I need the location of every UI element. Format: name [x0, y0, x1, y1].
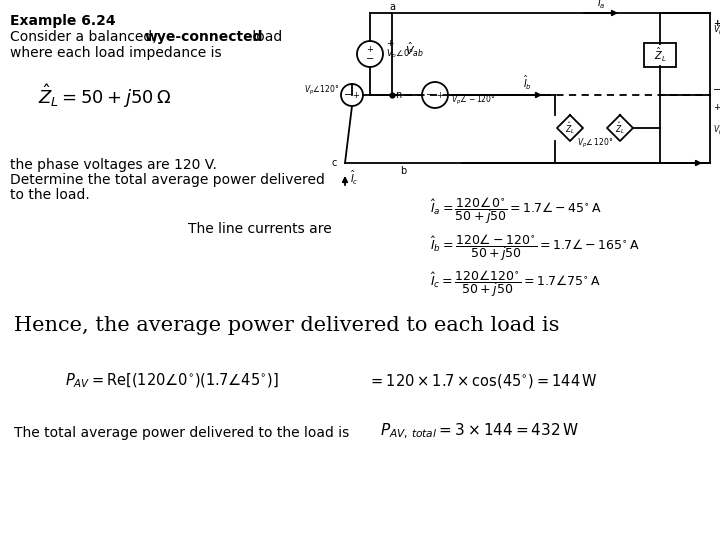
- Text: $\hat{V}_{ab}$: $\hat{V}_{ab}$: [405, 41, 425, 59]
- Text: $\hat{I}_{c} = \dfrac{120\angle 120^{\circ}}{50 + j50} = 1.7\angle 75^{\circ}\,\: $\hat{I}_{c} = \dfrac{120\angle 120^{\ci…: [430, 268, 600, 299]
- Text: $\hat{Z}_L$: $\hat{Z}_L$: [615, 120, 625, 136]
- Text: The line currents are: The line currents are: [188, 222, 332, 236]
- Text: $V_p\angle 120°$: $V_p\angle 120°$: [304, 84, 339, 97]
- Text: where each load impedance is: where each load impedance is: [10, 46, 222, 60]
- Text: +: +: [713, 18, 720, 28]
- Text: +: +: [436, 91, 444, 99]
- Text: +: +: [713, 18, 720, 28]
- Text: n: n: [395, 90, 401, 100]
- Text: $\hat{I}_b$: $\hat{I}_b$: [523, 74, 531, 92]
- Text: −: −: [713, 85, 720, 95]
- Text: $\hat{Z}_{L} = 50 + j50\,\Omega$: $\hat{Z}_{L} = 50 + j50\,\Omega$: [38, 82, 171, 110]
- Text: $\hat{I}_{a} = \dfrac{120\angle 0^{\circ}}{50 + j50} = 1.7\angle -45^{\circ}\,\m: $\hat{I}_{a} = \dfrac{120\angle 0^{\circ…: [430, 195, 602, 226]
- Text: $V_p\angle 0°$: $V_p\angle 0°$: [713, 23, 720, 37]
- Text: wye-connected: wye-connected: [145, 30, 264, 44]
- Text: c: c: [332, 158, 337, 168]
- Text: −: −: [366, 54, 374, 64]
- Text: Hence, the average power delivered to each load is: Hence, the average power delivered to ea…: [14, 316, 559, 335]
- Text: $V_p\angle 120°$: $V_p\angle 120°$: [713, 124, 720, 137]
- Text: $\hat{I}_{b} = \dfrac{120\angle -120^{\circ}}{50 + j50} = 1.7\angle -165^{\circ}: $\hat{I}_{b} = \dfrac{120\angle -120^{\c…: [430, 232, 640, 263]
- Text: Determine the total average power delivered: Determine the total average power delive…: [10, 173, 325, 187]
- Text: Example 6.24: Example 6.24: [10, 14, 116, 28]
- Text: +: +: [353, 91, 359, 99]
- Text: −: −: [426, 90, 434, 100]
- Text: The total average power delivered to the load is: The total average power delivered to the…: [14, 426, 349, 440]
- Text: $P_{AV} = \mathrm{Re}[(120\angle 0^{\circ})(1.7\angle 45^{\circ})]$: $P_{AV} = \mathrm{Re}[(120\angle 0^{\cir…: [65, 372, 279, 390]
- Text: a: a: [389, 2, 395, 12]
- Text: −: −: [344, 90, 352, 100]
- Text: the phase voltages are 120 V.: the phase voltages are 120 V.: [10, 158, 217, 172]
- Text: +: +: [386, 39, 394, 49]
- Text: b: b: [400, 166, 407, 176]
- Text: $V_p\angle\,120°$: $V_p\angle\,120°$: [577, 137, 613, 150]
- Text: load: load: [248, 30, 282, 44]
- FancyBboxPatch shape: [644, 43, 676, 67]
- Text: $V_p\angle -120°$: $V_p\angle -120°$: [451, 93, 496, 106]
- Text: +: +: [366, 44, 374, 53]
- Text: $P_{AV,\,total} = 3\times 144 = 432\,\mathrm{W}$: $P_{AV,\,total} = 3\times 144 = 432\,\ma…: [380, 422, 579, 441]
- Text: +: +: [713, 103, 720, 111]
- Text: $\hat{Z}_L$: $\hat{Z}_L$: [654, 46, 666, 64]
- Text: $V_p\angle 0°$: $V_p\angle 0°$: [386, 48, 414, 60]
- Text: Consider a balanced,: Consider a balanced,: [10, 30, 161, 44]
- Text: $= 120\times 1.7\times\cos(45^{\circ}) = 144\,\mathrm{W}$: $= 120\times 1.7\times\cos(45^{\circ}) =…: [368, 372, 598, 390]
- Text: $\hat{I}_c$: $\hat{I}_c$: [350, 169, 359, 187]
- Text: to the load.: to the load.: [10, 188, 90, 202]
- Text: $\hat{Z}_L$: $\hat{Z}_L$: [565, 120, 575, 136]
- Text: $\hat{I}_a$: $\hat{I}_a$: [597, 0, 606, 11]
